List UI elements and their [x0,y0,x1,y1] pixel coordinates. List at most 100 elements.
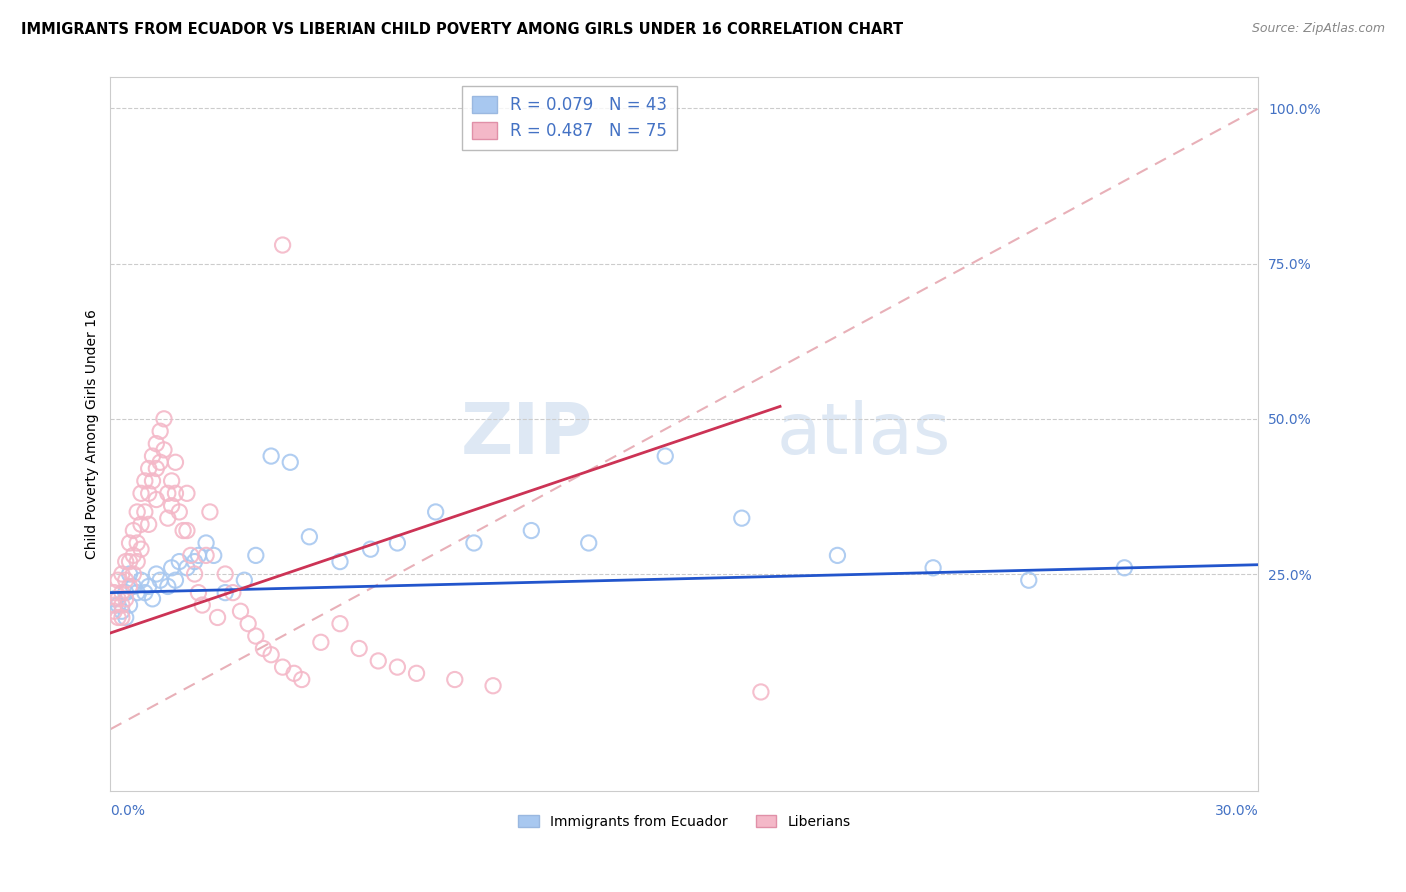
Point [127,536,149,550]
Point [103,604,125,618]
Point [165,455,187,469]
Point [183,567,205,582]
Text: Source: ZipAtlas.com: Source: ZipAtlas.com [1251,22,1385,36]
Point [347,641,370,656]
Point [111,567,134,582]
Point [298,530,321,544]
Point [329,616,352,631]
Point [222,585,245,599]
Point [198,505,221,519]
Point [145,567,167,582]
Point [127,585,149,599]
Point [183,555,205,569]
Point [118,567,141,582]
Point [111,610,134,624]
Point [387,536,409,550]
Point [238,616,260,631]
Point [149,455,172,469]
Point [207,610,229,624]
Point [134,585,156,599]
Point [309,635,332,649]
Point [153,442,176,457]
Point [271,660,294,674]
Legend: Immigrants from Ecuador, Liberians: Immigrants from Ecuador, Liberians [513,809,856,834]
Point [107,573,129,587]
Point [731,511,754,525]
Point [156,511,179,525]
Point [749,685,772,699]
Point [1018,573,1040,587]
Point [252,641,274,656]
Point [176,561,198,575]
Point [111,585,134,599]
Point [160,561,183,575]
Point [278,455,301,469]
Point [129,517,152,532]
Point [118,598,141,612]
Point [260,449,283,463]
Point [425,505,447,519]
Point [156,486,179,500]
Point [260,648,283,662]
Point [122,524,145,538]
Point [129,542,152,557]
Point [141,474,163,488]
Point [176,486,198,500]
Point [482,679,505,693]
Point [405,666,427,681]
Point [138,579,160,593]
Point [283,666,305,681]
Point [367,654,389,668]
Point [114,591,136,606]
Point [165,486,187,500]
Point [114,555,136,569]
Point [149,573,172,587]
Point [1114,561,1136,575]
Point [195,536,218,550]
Point [187,549,209,563]
Point [118,536,141,550]
Point [271,238,294,252]
Point [114,573,136,587]
Point [103,598,125,612]
Point [187,585,209,599]
Point [463,536,485,550]
Point [138,517,160,532]
Point [134,505,156,519]
Point [122,549,145,563]
Point [111,598,134,612]
Point [169,505,191,519]
Point [156,579,179,593]
Point [202,549,225,563]
Point [134,474,156,488]
Point [245,629,267,643]
Point [291,673,314,687]
Point [107,598,129,612]
Point [127,505,149,519]
Point [214,585,236,599]
Point [114,610,136,624]
Point [360,542,382,557]
Point [103,591,125,606]
Point [138,486,160,500]
Point [578,536,600,550]
Point [922,561,945,575]
Text: 0.0%: 0.0% [111,804,145,818]
Point [176,524,198,538]
Point [169,555,191,569]
Point [107,591,129,606]
Point [229,604,252,618]
Point [107,610,129,624]
Point [165,573,187,587]
Text: atlas: atlas [776,400,950,469]
Text: 30.0%: 30.0% [1215,804,1258,818]
Point [827,549,849,563]
Point [443,673,465,687]
Point [160,474,183,488]
Point [145,461,167,475]
Point [387,660,409,674]
Point [153,412,176,426]
Point [520,524,543,538]
Point [172,524,194,538]
Point [145,492,167,507]
